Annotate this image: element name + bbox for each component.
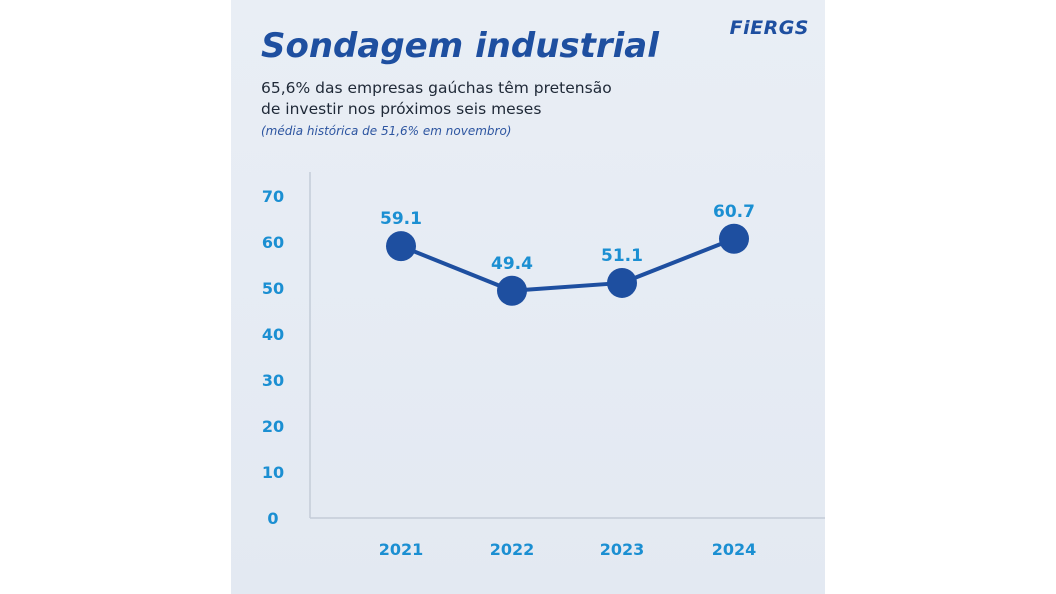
fiergs-logo: FiERGS [729,17,809,39]
historical-average-note: (média histórica de 51,6% em novembro) [261,124,512,138]
data-point [607,267,637,298]
y-tick-label: 70 [262,187,284,206]
data-label: 60.7 [713,202,755,222]
data-point [386,231,416,262]
data-point [719,223,749,254]
series-line [400,236,735,293]
page-title: Sondagem industrial [261,26,659,66]
x-axis-ticks: 2021 2022 2023 2024 [379,540,757,559]
subtitle: 65,6% das empresas gaúchas têm pretensão… [261,78,641,120]
data-label: 49.4 [491,254,533,274]
y-tick-label: 60 [262,233,284,252]
chart-axes [309,172,825,519]
data-point [497,275,527,306]
line-chart: 0 10 20 30 40 50 60 70 2021 2022 2023 2024 59.1 49.… [262,172,825,559]
subtitle-line-1: 65,6% das empresas gaúchas têm pretensão [261,79,612,97]
y-tick-label: 10 [262,463,284,482]
y-tick-label: 50 [262,279,284,298]
x-tick-label: 2022 [490,540,535,559]
y-tick-label: 20 [262,417,284,436]
data-label: 59.1 [380,209,422,229]
data-labels: 59.1 49.4 51.1 60.7 [380,202,755,274]
series-group [386,223,749,306]
x-tick-label: 2023 [600,540,645,559]
y-tick-label: 30 [262,371,284,390]
x-tick-label: 2021 [379,540,424,559]
infographic-card: Sondagem industrial FiERGS 65,6% das emp… [231,0,825,594]
subtitle-line-2: de investir nos próximos seis meses [261,100,542,118]
data-label: 51.1 [601,246,643,266]
y-tick-label: 40 [262,325,284,344]
x-tick-label: 2024 [712,540,757,559]
y-axis-ticks: 0 10 20 30 40 50 60 70 [262,187,284,528]
y-tick-label: 0 [267,509,278,528]
